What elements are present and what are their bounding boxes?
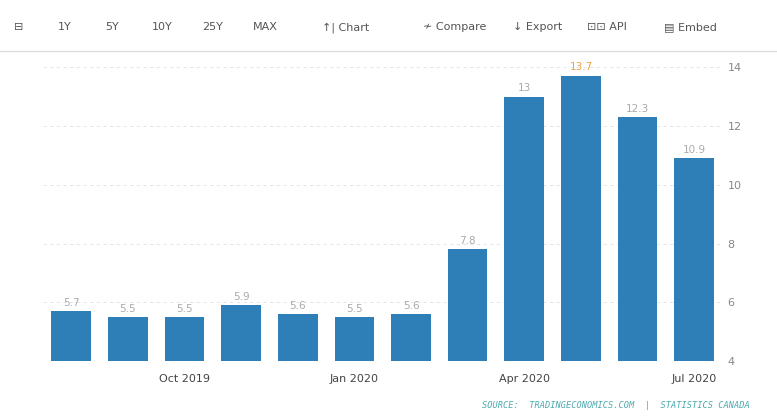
Text: 5.5: 5.5 <box>346 304 363 314</box>
Text: ≁ Compare: ≁ Compare <box>423 22 487 32</box>
Bar <box>618 117 657 420</box>
Text: 12.3: 12.3 <box>626 104 650 114</box>
Text: 5.6: 5.6 <box>289 301 306 311</box>
Text: 13: 13 <box>517 83 531 93</box>
Text: 7.8: 7.8 <box>459 236 476 246</box>
Text: 10Y: 10Y <box>152 22 172 32</box>
Text: Jan 2020: Jan 2020 <box>330 373 379 383</box>
Text: MAX: MAX <box>253 22 277 32</box>
Text: ▤ Embed: ▤ Embed <box>664 22 717 32</box>
Text: ↑| Chart: ↑| Chart <box>322 22 370 33</box>
Bar <box>165 317 204 420</box>
Text: 25Y: 25Y <box>202 22 223 32</box>
Text: 13.7: 13.7 <box>570 63 593 73</box>
Bar <box>221 305 261 420</box>
Text: SOURCE:  TRADINGECONOMICS.COM  |  STATISTICS CANADA: SOURCE: TRADINGECONOMICS.COM | STATISTIC… <box>482 401 750 410</box>
Bar <box>504 97 544 420</box>
Bar <box>51 311 91 420</box>
Text: 5.6: 5.6 <box>402 301 420 311</box>
Text: 5Y: 5Y <box>105 22 119 32</box>
Text: ⊡⊡ API: ⊡⊡ API <box>587 22 626 32</box>
Bar <box>448 249 487 420</box>
Text: Apr 2020: Apr 2020 <box>499 373 550 383</box>
Text: 5.9: 5.9 <box>233 292 249 302</box>
Bar <box>108 317 148 420</box>
Text: 1Y: 1Y <box>58 22 72 32</box>
Bar <box>278 314 318 420</box>
Text: Jul 2020: Jul 2020 <box>671 373 717 383</box>
Bar <box>391 314 430 420</box>
Text: ↓ Export: ↓ Export <box>513 22 562 32</box>
Bar <box>561 76 601 420</box>
Text: 5.5: 5.5 <box>176 304 193 314</box>
Bar <box>335 317 375 420</box>
Bar <box>674 158 714 420</box>
Text: 5.7: 5.7 <box>63 298 79 308</box>
Text: Oct 2019: Oct 2019 <box>159 373 210 383</box>
Text: 10.9: 10.9 <box>683 145 706 155</box>
Text: ⊟: ⊟ <box>14 22 23 32</box>
Text: 5.5: 5.5 <box>120 304 136 314</box>
